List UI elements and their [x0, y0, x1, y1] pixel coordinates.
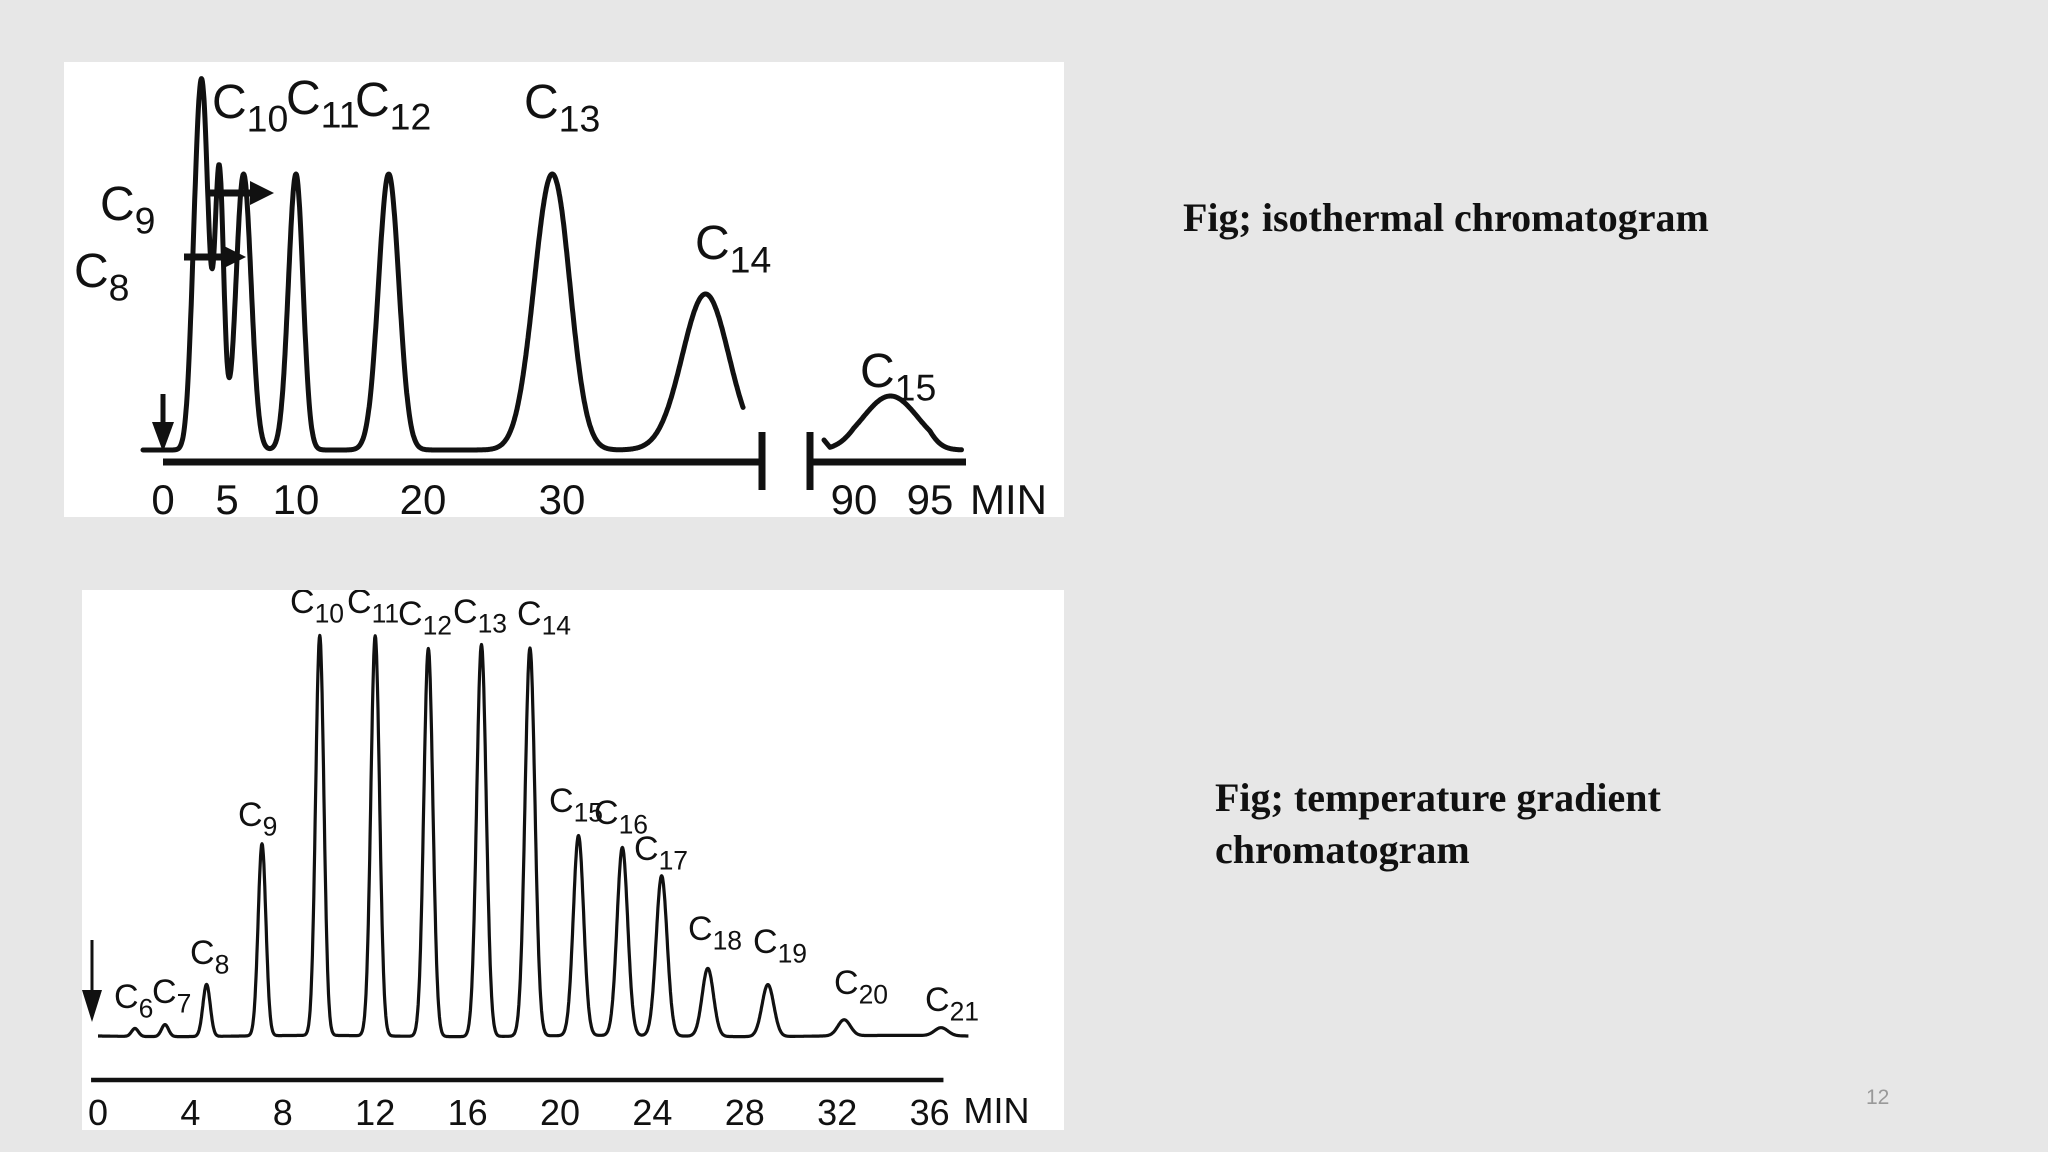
isothermal-chromatogram-panel: 0 5 10 20 30 90 95 MIN C8 C9 C10 C11 C12 C13 C14 C15 — [64, 62, 1064, 517]
chromatogram-trace-segment-1 — [140, 76, 746, 453]
peak-label-C13: C13 — [524, 76, 600, 139]
slide-number: 12 — [1866, 1086, 1890, 1109]
gradient-caption: Fig; temperature gradient chromatogram — [1215, 775, 1661, 872]
x-tick-label-5: 5 — [215, 476, 238, 517]
x-tick-label-95: 95 — [907, 476, 954, 517]
peak-label-C15: C15 — [860, 345, 936, 408]
x-tick-label-0: 0 — [151, 476, 174, 517]
peak-label-C10: C10 — [212, 76, 288, 139]
peak-label-C9: C9 — [100, 178, 155, 241]
x-tick-label-36: 36 — [910, 1092, 950, 1130]
peak-label-C9: C9 — [238, 796, 277, 842]
x-tick-label-10: 10 — [273, 476, 320, 517]
x-tick-label-20: 20 — [400, 476, 447, 517]
injection-arrow-head — [82, 990, 102, 1022]
peak-label-C14: C14 — [695, 217, 771, 280]
peak-label-C12: C12 — [355, 74, 431, 137]
x-tick-label-20: 20 — [540, 1092, 580, 1130]
peak-label-C8: C8 — [190, 934, 229, 980]
peak-label-C20: C20 — [834, 964, 888, 1010]
x-tick-label-8: 8 — [273, 1092, 293, 1130]
x-tick-label-0: 0 — [88, 1092, 108, 1130]
x-tick-label-12: 12 — [355, 1092, 395, 1130]
peak-label-C10: C10 — [290, 590, 344, 629]
x-tick-label-24: 24 — [632, 1092, 672, 1130]
peak-label-C13: C13 — [453, 593, 507, 639]
peak-label-C11: C11 — [286, 72, 360, 135]
isothermal-caption: Fig; isothermal chromatogram — [1183, 195, 1709, 240]
x-axis-unit: MIN — [963, 1090, 1029, 1130]
peak-arrow-head-C9 — [250, 181, 274, 205]
injection-arrow-head — [152, 422, 174, 452]
peak-label-C16: C16 — [594, 794, 648, 840]
x-tick-label-30: 30 — [539, 476, 586, 517]
chromatogram-trace-segment-2 — [821, 393, 964, 453]
x-tick-label-4: 4 — [180, 1092, 200, 1130]
x-tick-label-28: 28 — [725, 1092, 765, 1130]
peak-label-C11: C11 — [347, 590, 399, 629]
peak-label-C19: C19 — [753, 923, 807, 969]
peak-arrow-head-C8 — [222, 245, 246, 269]
peak-label-C15: C15 — [549, 782, 603, 828]
peak-label-C21: C21 — [925, 981, 979, 1027]
peak-label-C8: C8 — [74, 245, 129, 308]
x-tick-label-90: 90 — [831, 476, 878, 517]
peak-label-C18: C18 — [688, 910, 742, 956]
x-tick-label-32: 32 — [817, 1092, 857, 1130]
peak-label-C7: C7 — [152, 973, 191, 1019]
peak-label-C17: C17 — [634, 830, 688, 876]
x-tick-label-16: 16 — [448, 1092, 488, 1130]
peak-label-C14: C14 — [517, 595, 571, 641]
peak-label-C6: C6 — [114, 978, 153, 1024]
gradient-trace — [96, 633, 970, 1039]
x-axis-unit: MIN — [970, 476, 1047, 517]
gradient-chromatogram-panel: 0 4 8 12 16 20 24 28 32 36 MIN C6 C7 C8 C9 C10 C11 C12 C13… — [82, 590, 1064, 1130]
peak-label-C12: C12 — [398, 595, 452, 641]
